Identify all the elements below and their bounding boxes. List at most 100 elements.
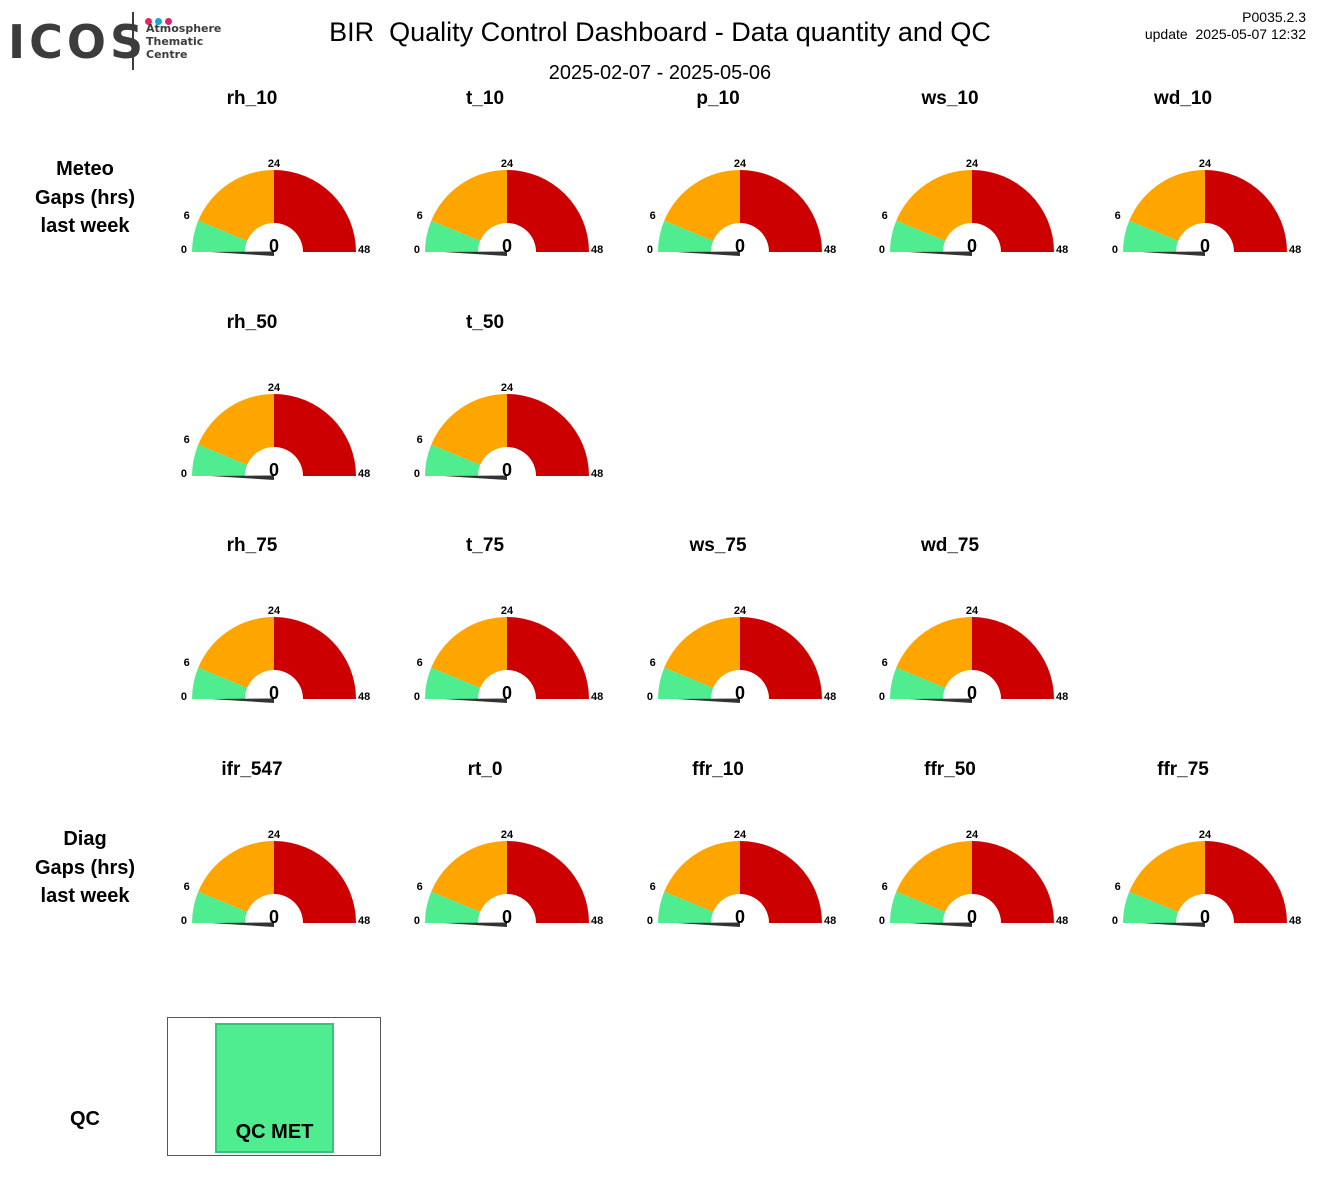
gauge-band-green (1123, 220, 1179, 252)
gauge-tick-label: 24 (268, 829, 281, 841)
gauge-title: ifr_547 (221, 759, 282, 780)
meteo-row-label: Meteo Gaps (hrs) last week (20, 155, 150, 241)
gauge-tick-label: 24 (966, 829, 979, 841)
gauge-tick-label: 48 (591, 915, 603, 927)
gauge-tick-label: 6 (650, 881, 656, 893)
gauge-value: 0 (1200, 236, 1210, 256)
gauge-tick-label: 6 (650, 210, 656, 222)
gauge-ws_10: ws_10 0 6 24 48 0 (879, 88, 1068, 256)
update-timestamp: update 2025-05-07 12:32 (1144, 26, 1306, 42)
gauge-tick-label: 24 (1199, 829, 1212, 841)
gauge-tick-label: 6 (650, 657, 656, 669)
row-label-line: last week (40, 885, 130, 907)
gauge-title: t_75 (466, 535, 504, 556)
gauge-tick-label: 48 (591, 244, 603, 256)
gauge-band-orange (1129, 841, 1205, 912)
gauge-tick-label: 0 (414, 915, 420, 927)
gauge-tick-label: 48 (1056, 244, 1068, 256)
gauge-title: rh_10 (227, 88, 278, 109)
gauge-band-orange (198, 170, 274, 241)
logo-line: Atmosphere (146, 22, 222, 35)
gauge-tick-label: 24 (1199, 158, 1212, 170)
gauge-ws_75: ws_75 0 6 24 48 0 (647, 535, 836, 703)
gauge-band-green (658, 667, 714, 699)
gauge-tick-label: 48 (824, 691, 836, 703)
gauge-tick-label: 24 (501, 829, 514, 841)
gauge-band-green (192, 220, 248, 252)
gauge-band-red (740, 841, 822, 923)
gauge-needle (676, 698, 740, 703)
gauge-tick-label: 0 (647, 691, 653, 703)
gauge-rt_0: rt_0 0 6 24 48 0 (414, 759, 603, 927)
gauge-band-red (972, 170, 1054, 252)
icos-logo: ICOS Atmosphere Thematic Centre (8, 10, 223, 72)
gauge-band-orange (198, 841, 274, 912)
logo-dot (145, 18, 152, 25)
qc-row-label: QC (20, 1105, 150, 1134)
logo-dots-icon (145, 12, 175, 25)
qc-status-indicator: QC MET (215, 1023, 334, 1153)
row-label-line: QC (70, 1108, 100, 1130)
gauge-value: 0 (502, 907, 512, 927)
gauge-title: p_10 (696, 88, 739, 109)
gauge-tick-label: 6 (417, 657, 423, 669)
gauge-band-green (192, 444, 248, 476)
gauge-needle (210, 922, 274, 927)
gauge-tick-label: 0 (414, 468, 420, 480)
gauge-band-orange (198, 394, 274, 465)
gauge-tick-label: 6 (184, 881, 190, 893)
gauge-needle (1141, 922, 1205, 927)
gauge-title: t_10 (466, 88, 504, 109)
diag-row-label: Diag Gaps (hrs) last week (20, 825, 150, 911)
logo-divider (132, 12, 134, 70)
gauge-tick-label: 48 (591, 468, 603, 480)
gauge-value: 0 (735, 236, 745, 256)
gauge-needle (443, 475, 507, 480)
gauge-tick-label: 0 (647, 915, 653, 927)
gauge-tick-label: 6 (882, 210, 888, 222)
gauge-band-orange (664, 841, 740, 912)
gauge-value: 0 (735, 683, 745, 703)
qc-status-label: QC MET (235, 1121, 314, 1143)
gauge-band-green (658, 891, 714, 923)
gauge-tick-label: 6 (417, 434, 423, 446)
gauge-band-red (1205, 841, 1287, 923)
gauge-band-red (972, 841, 1054, 923)
logo-line: Thematic (146, 35, 204, 48)
logo-wordmark: ICOS (8, 15, 148, 69)
logo-dot (155, 18, 162, 25)
gauge-title: rt_0 (468, 759, 503, 780)
gauge-tick-label: 48 (358, 915, 370, 927)
gauge-tick-label: 24 (734, 158, 747, 170)
row-label-line: Gaps (hrs) (34, 186, 136, 209)
gauge-value: 0 (502, 236, 512, 256)
gauge-tick-label: 0 (414, 244, 420, 256)
gauge-tick-label: 48 (1289, 915, 1301, 927)
gauge-band-green (425, 891, 481, 923)
gauge-value: 0 (967, 683, 977, 703)
gauge-tick-label: 6 (1115, 881, 1121, 893)
gauge-title: rh_50 (227, 312, 278, 333)
gauge-band-orange (431, 394, 507, 465)
gauge-ffr_75: ffr_75 0 6 24 48 0 (1112, 759, 1301, 927)
gauge-rh_10: rh_10 0 6 24 48 0 (181, 88, 370, 256)
gauge-title: ws_10 (920, 88, 978, 109)
row-label-line: Meteo (56, 158, 114, 180)
gauge-needle (908, 251, 972, 256)
gauge-tick-label: 6 (882, 881, 888, 893)
gauge-tick-label: 0 (647, 244, 653, 256)
gauge-ffr_50: ffr_50 0 6 24 48 0 (879, 759, 1068, 927)
gauge-needle (908, 698, 972, 703)
gauge-tick-label: 24 (966, 605, 979, 617)
gauge-value: 0 (269, 460, 279, 480)
gauge-tick-label: 6 (184, 657, 190, 669)
gauge-tick-label: 0 (1112, 244, 1118, 256)
gauge-tick-label: 48 (358, 691, 370, 703)
gauge-title: wd_75 (920, 535, 980, 556)
gauge-band-green (192, 891, 248, 923)
gauge-tick-label: 48 (1056, 691, 1068, 703)
gauge-tick-label: 48 (1289, 244, 1301, 256)
gauge-tick-label: 24 (734, 605, 747, 617)
gauge-value: 0 (502, 683, 512, 703)
gauge-t_50: t_50 0 6 24 48 0 (414, 312, 603, 480)
